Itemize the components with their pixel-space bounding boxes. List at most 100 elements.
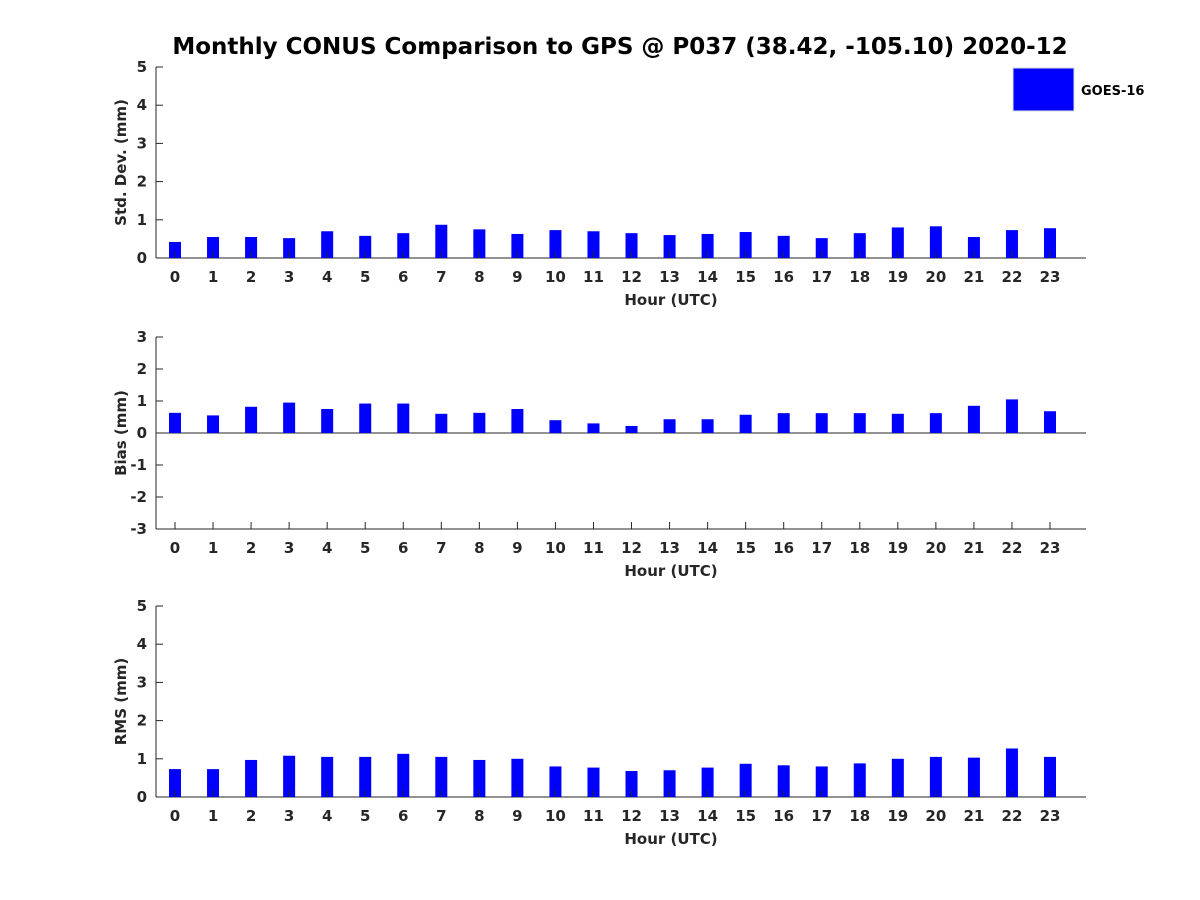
x-tick-label: 15 (735, 268, 756, 286)
bar (625, 233, 638, 258)
y-tick-label: 3 (137, 673, 147, 691)
x-tick-label: 20 (925, 268, 946, 286)
bar (1044, 756, 1056, 797)
x-tick-label: 3 (284, 539, 294, 557)
bar (473, 229, 486, 258)
bar (169, 241, 181, 258)
x-tick-label: 8 (474, 268, 484, 286)
bar (853, 233, 866, 258)
x-tick-label: 0 (170, 807, 180, 825)
bar (245, 236, 258, 258)
x-tick-label: 15 (735, 539, 756, 557)
bar (929, 226, 942, 258)
x-tick-label: 4 (322, 807, 332, 825)
y-tick-label: -3 (130, 520, 147, 538)
bar (245, 406, 258, 433)
bar (1005, 230, 1018, 258)
x-tick-label: 16 (773, 807, 794, 825)
x-tick-label: 7 (436, 807, 446, 825)
bar (207, 415, 220, 433)
x-tick-label: 10 (545, 807, 566, 825)
bar (967, 405, 980, 433)
bar (283, 755, 296, 797)
x-tick-label: 1 (208, 807, 218, 825)
bar (853, 413, 866, 433)
x-tick-label: 10 (545, 539, 566, 557)
bar (587, 423, 600, 433)
y-axis-label: Bias (mm) (112, 390, 130, 476)
bar (777, 765, 790, 797)
bar (815, 238, 828, 258)
x-tick-label: 17 (811, 268, 832, 286)
x-tick-label: 19 (887, 539, 908, 557)
bar (169, 769, 181, 797)
bar (967, 236, 980, 258)
bar (321, 756, 334, 797)
x-tick-label: 14 (697, 807, 718, 825)
bar (169, 412, 181, 433)
x-tick-label: 18 (849, 807, 870, 825)
chart-title: Monthly CONUS Comparison to GPS @ P037 (… (172, 34, 1067, 60)
y-tick-label: 5 (137, 58, 147, 76)
legend: GOES-16 (1012, 67, 1144, 112)
bar (283, 402, 296, 433)
x-tick-label: 6 (398, 807, 408, 825)
y-tick-label: 2 (137, 173, 147, 191)
bar (397, 233, 410, 258)
x-tick-label: 4 (322, 539, 332, 557)
y-tick-label: 4 (137, 96, 147, 114)
x-tick-label: 7 (436, 539, 446, 557)
x-axis-label: Hour (UTC) (624, 562, 717, 580)
bar (359, 235, 372, 258)
bar (929, 413, 942, 433)
bar (929, 756, 942, 797)
x-tick-label: 1 (208, 268, 218, 286)
x-tick-label: 23 (1040, 539, 1061, 557)
bar (549, 230, 562, 258)
x-tick-label: 19 (887, 807, 908, 825)
x-tick-label: 13 (659, 539, 680, 557)
y-tick-label: 2 (137, 712, 147, 730)
bar (701, 233, 714, 258)
x-tick-label: 10 (545, 268, 566, 286)
bar (739, 232, 752, 258)
bar (511, 233, 524, 258)
bar (1005, 748, 1018, 797)
x-tick-label: 12 (621, 807, 642, 825)
y-tick-label: 0 (137, 424, 147, 442)
x-tick-label: 11 (583, 539, 604, 557)
x-tick-label: 17 (811, 539, 832, 557)
x-tick-label: 18 (849, 268, 870, 286)
x-tick-label: 23 (1040, 268, 1061, 286)
x-tick-label: 5 (360, 807, 370, 825)
y-axis-label: Std. Dev. (mm) (112, 99, 130, 226)
x-tick-label: 19 (887, 268, 908, 286)
x-tick-label: 21 (963, 807, 984, 825)
bar (891, 413, 904, 433)
y-axis-label: RMS (mm) (112, 658, 130, 745)
bar (549, 766, 562, 797)
x-tick-label: 15 (735, 807, 756, 825)
x-tick-label: 12 (621, 539, 642, 557)
bar (207, 236, 220, 258)
bar (739, 414, 752, 433)
x-tick-label: 12 (621, 268, 642, 286)
x-tick-label: 16 (773, 539, 794, 557)
bar (625, 425, 638, 433)
y-tick-label: -1 (130, 456, 147, 474)
x-tick-label: 6 (398, 539, 408, 557)
bar (397, 753, 410, 797)
x-tick-label: 2 (246, 807, 256, 825)
legend-label: GOES-16 (1081, 84, 1144, 99)
x-tick-label: 7 (436, 268, 446, 286)
y-tick-label: 0 (137, 788, 147, 806)
x-tick-label: 21 (963, 539, 984, 557)
x-tick-label: 2 (246, 268, 256, 286)
x-tick-label: 8 (474, 807, 484, 825)
bar (587, 231, 600, 258)
x-tick-label: 22 (1002, 268, 1023, 286)
